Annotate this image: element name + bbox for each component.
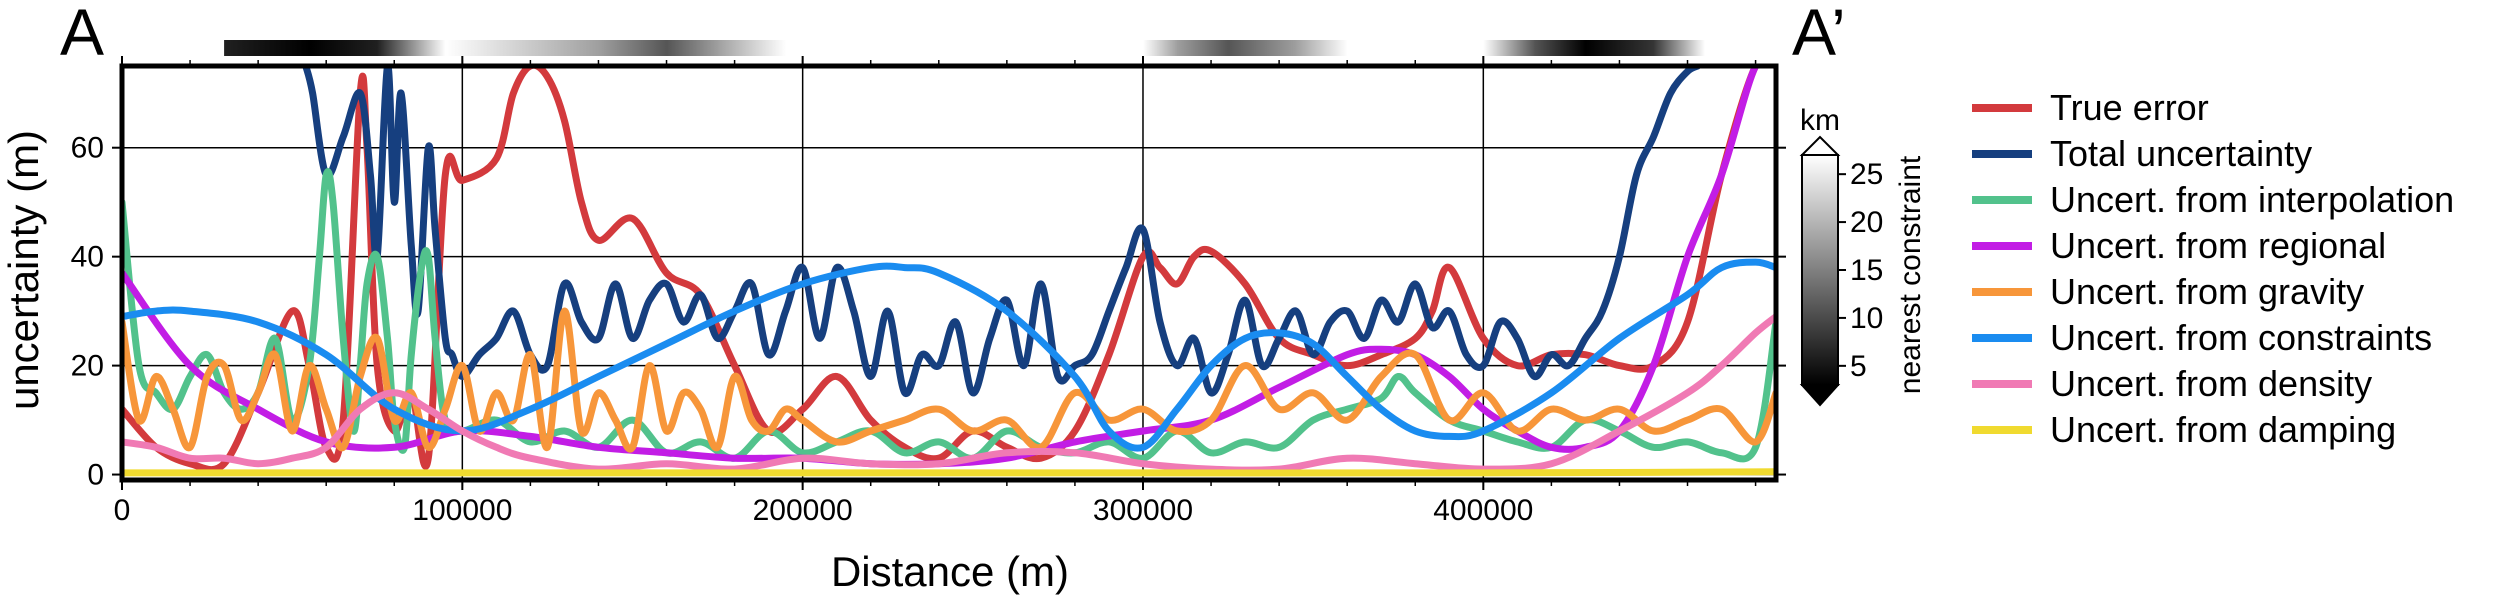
legend-item: Uncert. from gravity [1972, 271, 2364, 312]
colorbar-title: nearest constraint [1894, 155, 1927, 394]
strip-segment [1142, 40, 1178, 56]
colorbar-tick-label: 10 [1850, 302, 1883, 335]
plot-frame [119, 63, 1779, 483]
colorbar: km nearest constraint 5 10 15 20 25 [1799, 104, 1927, 407]
x-tick-label: 100000 [412, 494, 512, 527]
legend-label: Total uncertainty [2050, 133, 2312, 174]
y-tick-label: 60 [71, 132, 104, 165]
legend-label: Uncert. from regional [2050, 225, 2386, 266]
strip-segment [666, 40, 719, 56]
x-tick-label: 0 [114, 494, 131, 527]
legend-label: True error [2050, 87, 2209, 128]
x-tick-label: 400000 [1433, 494, 1533, 527]
legend-item: Uncert. from damping [1972, 409, 2396, 450]
strip-segment [1483, 40, 1535, 56]
strip-segment [1177, 40, 1229, 56]
strip-segment [717, 40, 787, 56]
series-line-uncert-from-density [122, 313, 1776, 474]
y-axis-title: uncertainty (m) [0, 130, 47, 410]
series-line-uncert-from-gravity [122, 307, 1776, 453]
corner-label-left: A [60, 0, 104, 69]
strip-segment [377, 40, 446, 56]
series-line-uncert-from-constraints [122, 258, 1776, 452]
legend-item: Uncert. from interpolation [1972, 179, 2454, 220]
series-layer [122, 66, 1776, 477]
corner-label-right: A’ [1792, 0, 1846, 69]
strip-segment [1653, 40, 1706, 56]
strip-segment [445, 40, 599, 56]
colorbar-tick-label: 5 [1850, 350, 1867, 383]
y-tick-label: 20 [71, 350, 104, 383]
strip-segment [598, 40, 668, 56]
colorbar-tick-label: 20 [1850, 206, 1883, 239]
colorbar-gradient [1801, 154, 1839, 386]
legend-item: Uncert. from constraints [1972, 317, 2432, 358]
x-tick-label: 300000 [1093, 494, 1193, 527]
colorbar-lower-triangle [1799, 384, 1841, 407]
legend-label: Uncert. from density [2050, 363, 2372, 404]
colorbar-tick-label: 25 [1850, 158, 1883, 191]
colorbar-tick-label: 15 [1850, 254, 1883, 287]
legend-label: Uncert. from damping [2050, 409, 2396, 450]
plot-border [119, 63, 1779, 483]
strip-segment [309, 40, 378, 56]
strip-segment [1585, 40, 1654, 56]
strip-segment [1534, 40, 1586, 56]
legend-item: Uncert. from regional [1972, 225, 2386, 266]
y-tick-label: 40 [71, 241, 104, 274]
strip-segment [1228, 40, 1297, 56]
strip-segment [224, 40, 310, 56]
series-line-true-error [122, 66, 1776, 474]
series-line-uncert-from-damping [122, 468, 1776, 477]
strip-segment [1347, 40, 1484, 56]
colorbar-upper-triangle [1799, 135, 1841, 156]
legend-label: Uncert. from interpolation [2050, 179, 2454, 220]
x-axis-title: Distance (m) [831, 548, 1069, 595]
strip-segment [785, 40, 1144, 56]
legend-item: Total uncertainty [1972, 133, 2312, 174]
colorbar-ticks: 5 10 15 20 25 [1838, 158, 1883, 383]
series-line-total-uncertainty [302, 66, 1702, 397]
colorbar-unit: km [1800, 104, 1840, 137]
legend: True error Total uncertainty Uncert. from … [1972, 87, 2454, 450]
x-tick-label: 200000 [753, 494, 853, 527]
proximity-strip [224, 40, 1706, 56]
legend-item: Uncert. from density [1972, 363, 2372, 404]
axis-ticks: 0 100000 200000 300000 400000 0 20 40 60 [71, 56, 1786, 527]
legend-label: Uncert. from constraints [2050, 317, 2432, 358]
legend-item: True error [1972, 87, 2209, 128]
strip-segment [1296, 40, 1348, 56]
legend-label: Uncert. from gravity [2050, 271, 2364, 312]
y-tick-label: 0 [87, 459, 104, 492]
